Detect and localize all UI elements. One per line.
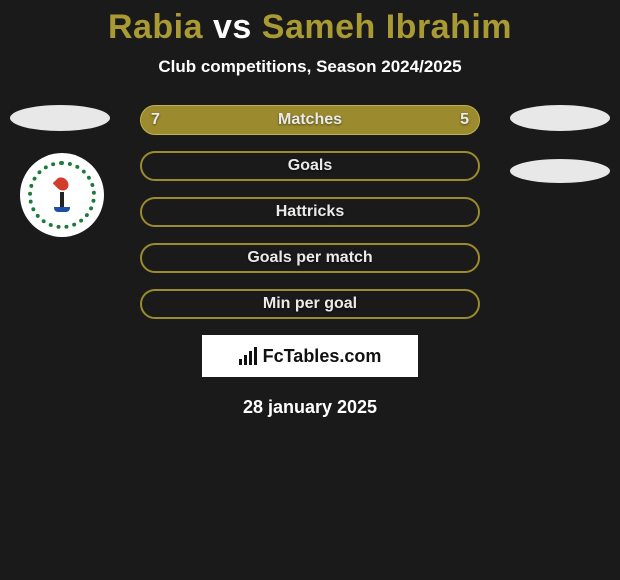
- page-title: Rabia vs Sameh Ibrahim: [0, 0, 620, 47]
- right-player-placeholder-1: [510, 105, 610, 131]
- bar-label: Min per goal: [263, 295, 357, 313]
- bar-label: Hattricks: [276, 203, 344, 221]
- torch-stick: [60, 192, 64, 207]
- bar-row-matches: 7 Matches 5: [140, 105, 480, 135]
- torch-icon: [55, 178, 69, 212]
- subtitle: Club competitions, Season 2024/2025: [0, 57, 620, 77]
- bar-row-min-per-goal: Min per goal: [140, 289, 480, 319]
- bar-label: Goals: [288, 157, 332, 175]
- bar-row-goals-per-match: Goals per match: [140, 243, 480, 273]
- bar-chart-icon: [239, 347, 257, 365]
- bar-row-goals: Goals: [140, 151, 480, 181]
- title-right: Sameh Ibrahim: [262, 8, 512, 46]
- flame-icon: [53, 175, 71, 193]
- brand-box: FcTables.com: [202, 335, 418, 377]
- torch-base: [54, 207, 70, 212]
- bar-row-hattricks: Hattricks: [140, 197, 480, 227]
- left-club-badge: [20, 153, 104, 237]
- left-player-placeholder: [10, 105, 110, 131]
- bar-right-value: 5: [460, 111, 469, 129]
- title-vs: vs: [213, 8, 252, 46]
- bar-left-value: 7: [151, 111, 160, 129]
- bar-label: Matches: [278, 111, 342, 129]
- comparison-bars: 7 Matches 5 Goals Hattricks Goals per ma…: [140, 105, 480, 319]
- right-player-placeholder-2: [510, 159, 610, 183]
- bar-label: Goals per match: [247, 249, 372, 267]
- title-left: Rabia: [108, 8, 203, 46]
- footer-date: 28 january 2025: [0, 397, 620, 418]
- brand-text: FcTables.com: [263, 346, 382, 367]
- comparison-stage: 7 Matches 5 Goals Hattricks Goals per ma…: [0, 105, 620, 319]
